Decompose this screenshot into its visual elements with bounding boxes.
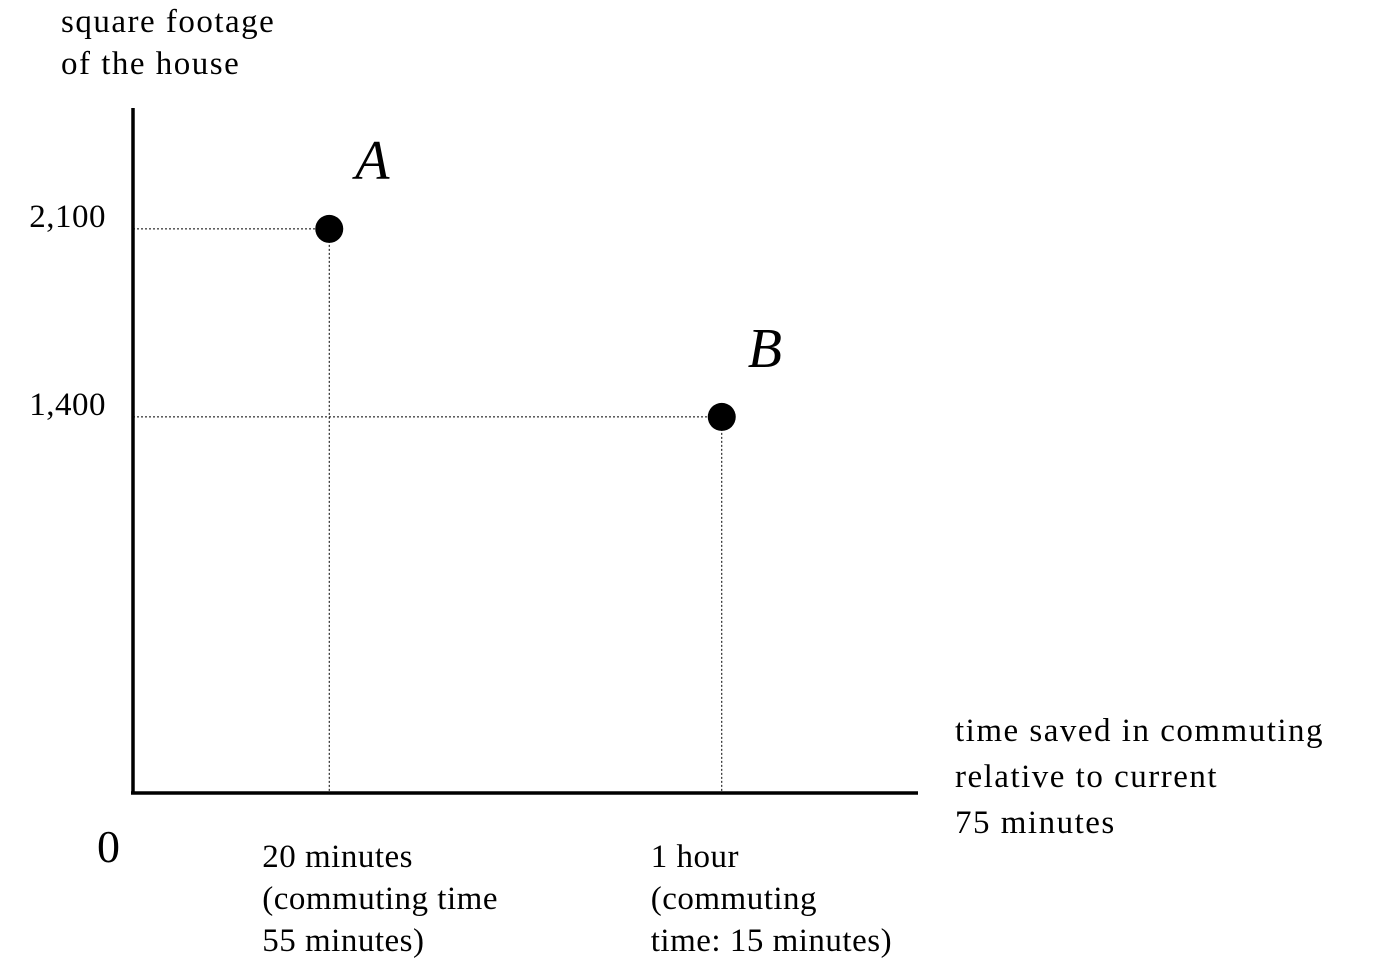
x-axis-title-line-1: time saved in commuting — [955, 713, 1324, 749]
point-b — [707, 402, 736, 431]
x-axis-title-line-3: 75 minutes — [955, 805, 1116, 841]
point-label-a: A — [351, 130, 390, 192]
point-a — [315, 214, 344, 243]
y-tick-label-a: 2,100 — [29, 199, 106, 235]
x-tick-label-b-line-1: 1 hour — [651, 839, 739, 875]
y-axis-title-line-2: of the house — [61, 46, 240, 82]
y-tick-label-b: 1,400 — [29, 387, 106, 423]
x-tick-label-b-line-3: time: 15 minutes) — [651, 923, 892, 959]
x-axis-title-line-2: relative to current — [955, 759, 1218, 795]
origin-label: 0 — [97, 821, 120, 872]
x-tick-label-b: 1 hour (commuting time: 15 minutes) — [651, 839, 892, 959]
guide-lines — [133, 228, 723, 793]
y-axis-title-line-1: square footage — [61, 4, 275, 40]
x-tick-label-a: 20 minutes (commuting time 55 minutes) — [262, 839, 498, 959]
x-tick-label-a-line-3: 55 minutes) — [262, 923, 424, 959]
x-tick-label-a-line-2: (commuting time — [262, 881, 498, 917]
x-tick-label-b-line-2: (commuting — [651, 881, 817, 917]
x-tick-label-a-line-1: 20 minutes — [262, 839, 413, 875]
point-label-b: B — [748, 318, 782, 380]
data-marks: A 2,100 20 minutes (commuting time 55 minute… — [29, 130, 892, 959]
y-axis-title: square footage of the house — [61, 4, 285, 82]
x-axis-title: time saved in commuting relative to curr… — [955, 713, 1334, 841]
